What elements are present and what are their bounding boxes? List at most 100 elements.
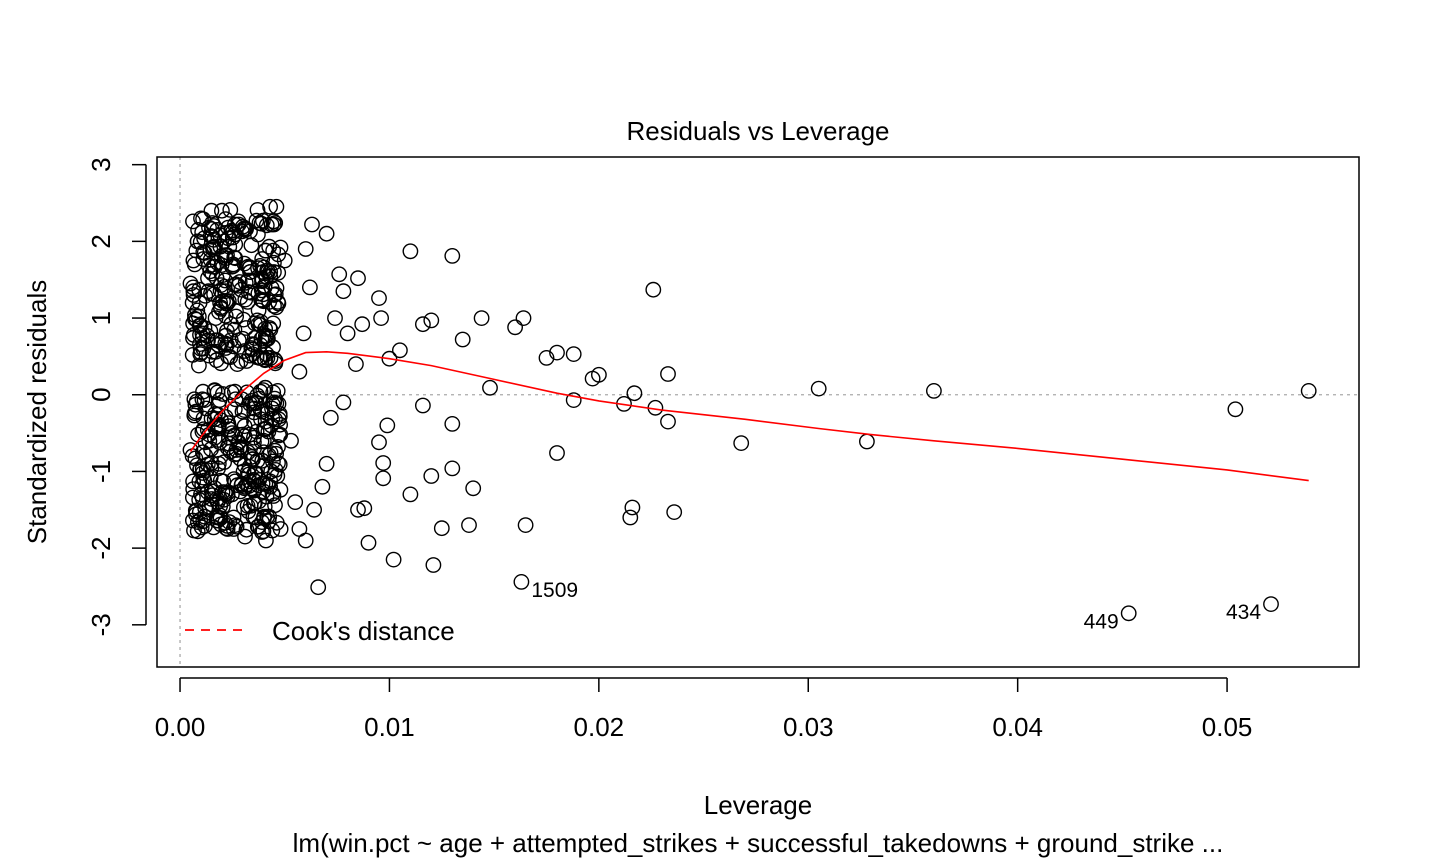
data-point xyxy=(515,310,532,326)
data-point xyxy=(331,266,348,283)
data-point xyxy=(350,501,366,518)
data-point xyxy=(291,521,308,537)
x-axis: 0.00 0.01 0.02 0.03 0.04 0.05 xyxy=(155,677,1252,742)
data-point xyxy=(250,285,267,302)
data-point xyxy=(217,485,234,502)
data-point xyxy=(306,501,322,518)
data-point xyxy=(260,447,277,464)
data-point xyxy=(237,528,253,545)
data-point xyxy=(444,415,461,432)
data-point xyxy=(254,475,271,492)
x-axis-label: Leverage xyxy=(704,790,812,820)
y-tick-label: -1 xyxy=(86,460,116,483)
data-point xyxy=(200,332,216,349)
data-point xyxy=(189,457,205,474)
data-point xyxy=(356,500,373,517)
data-point xyxy=(200,283,217,300)
data-point xyxy=(196,508,213,525)
data-point xyxy=(234,475,250,492)
data-point xyxy=(267,497,283,514)
data-point xyxy=(182,275,199,292)
data-point xyxy=(482,379,498,396)
data-point xyxy=(237,274,254,291)
data-point xyxy=(423,312,440,329)
data-point xyxy=(226,321,243,338)
data-point xyxy=(203,202,220,219)
data-point xyxy=(230,435,247,451)
data-point xyxy=(339,325,356,342)
data-point xyxy=(267,461,284,478)
data-point xyxy=(268,445,284,462)
data-point xyxy=(195,469,212,486)
y-axis-label: Standardized residuals xyxy=(22,280,52,545)
data-point xyxy=(291,363,308,380)
data-point xyxy=(231,274,248,290)
data-point xyxy=(217,514,234,531)
reference-lines xyxy=(157,157,1359,667)
data-point xyxy=(318,225,335,242)
legend: Cook's distance xyxy=(185,616,455,646)
data-point xyxy=(186,522,202,539)
data-point xyxy=(461,517,477,533)
data-point xyxy=(414,397,431,414)
data-point xyxy=(810,380,827,397)
data-point xyxy=(322,409,339,426)
data-point xyxy=(219,295,236,312)
data-point xyxy=(295,325,312,342)
data-point xyxy=(260,513,277,530)
data-point xyxy=(209,384,226,401)
data-point xyxy=(185,330,201,346)
data-point xyxy=(258,327,274,344)
data-point xyxy=(262,198,278,215)
data-point xyxy=(199,484,216,500)
data-point xyxy=(660,413,676,430)
data-point xyxy=(236,343,253,359)
data-point xyxy=(549,344,565,361)
data-point xyxy=(269,382,286,399)
data-point xyxy=(236,418,253,435)
data-point xyxy=(301,279,318,296)
data-point xyxy=(213,277,229,293)
data-point xyxy=(184,294,201,311)
data-point xyxy=(232,289,249,306)
data-point xyxy=(454,331,471,348)
data-point xyxy=(220,418,237,435)
point-label: 449 xyxy=(1084,610,1119,633)
data-point xyxy=(190,221,207,238)
x-tick-label: 0.01 xyxy=(364,712,415,742)
data-point xyxy=(318,455,335,472)
x-tick-label: 0.04 xyxy=(992,712,1043,742)
data-point xyxy=(222,201,239,218)
data-point xyxy=(210,396,227,413)
data-point xyxy=(270,264,287,281)
data-point xyxy=(507,319,523,336)
data-point xyxy=(265,315,282,332)
data-point xyxy=(444,247,461,264)
data-point xyxy=(423,468,440,484)
data-point xyxy=(354,316,371,333)
data-point xyxy=(265,213,282,230)
data-point xyxy=(225,256,242,273)
plot-frame xyxy=(156,156,1360,668)
data-point xyxy=(187,450,204,467)
data-point xyxy=(209,332,226,349)
data-point xyxy=(379,417,396,434)
data-point xyxy=(235,499,252,516)
data-point xyxy=(198,400,215,417)
data-point xyxy=(241,473,258,490)
data-point xyxy=(660,366,676,382)
y-tick-label: -3 xyxy=(86,613,116,636)
data-point xyxy=(245,429,262,446)
data-point xyxy=(233,442,250,458)
data-point xyxy=(645,281,662,298)
data-point xyxy=(465,480,482,497)
data-point xyxy=(268,299,285,316)
data-point xyxy=(220,293,237,310)
data-point xyxy=(433,520,450,537)
data-point xyxy=(271,427,287,444)
data-point xyxy=(310,579,327,596)
data-point xyxy=(371,434,387,451)
labeled-data-point xyxy=(1120,605,1137,622)
data-point xyxy=(256,508,272,525)
